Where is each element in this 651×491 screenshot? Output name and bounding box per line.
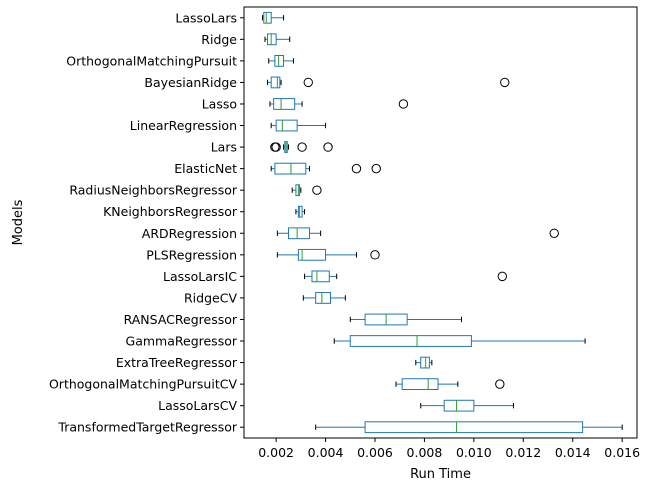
y-tick-label: GammaRegressor — [126, 334, 238, 349]
y-tick-label: ExtraTreeRegressor — [116, 355, 238, 370]
y-tick-label: RadiusNeighborsRegressor — [69, 183, 237, 198]
box-LassoLars — [262, 11, 285, 24]
box-RidgeCV — [302, 292, 346, 304]
y-tick-label: OrthogonalMatchingPursuitCV — [49, 377, 237, 392]
x-tick-label: 0.008 — [407, 445, 443, 460]
outlier-point — [351, 163, 362, 174]
outlier-point — [497, 271, 507, 282]
y-axis-title: Models — [11, 199, 26, 245]
y-tick-label: RidgeCV — [184, 290, 237, 305]
iqr-box — [311, 270, 330, 283]
outlier-point — [500, 77, 510, 88]
plot-layer — [262, 11, 623, 434]
iqr-box — [297, 248, 327, 261]
iqr-box — [266, 33, 277, 46]
y-tick-label: ARDRegression — [142, 226, 237, 241]
iqr-box — [273, 98, 296, 110]
box-RANSACRegressor — [349, 313, 463, 326]
x-tick-label: 0.006 — [357, 445, 393, 460]
iqr-box — [349, 335, 472, 347]
y-tick-label: OrthogonalMatchingPursuit — [66, 53, 237, 68]
box-GammaRegressor — [333, 335, 586, 347]
box-TransformedTargetRegressor — [315, 421, 623, 434]
y-tick-label: RANSACRegressor — [124, 312, 238, 327]
outlier-point — [398, 99, 409, 109]
box-LassoLarsCV — [420, 399, 514, 412]
iqr-box — [275, 119, 298, 132]
y-tick-label: BayesianRidge — [144, 75, 237, 90]
x-tick-label: 0.016 — [604, 445, 640, 460]
iqr-box — [274, 54, 285, 67]
x-tick-label: 0.012 — [505, 445, 541, 460]
outlier-point — [370, 250, 380, 260]
outlier-point — [371, 163, 381, 174]
y-tick-label: KNeighborsRegressor — [103, 204, 238, 219]
box-RadiusNeighborsRegressor — [291, 184, 322, 197]
box-OrthogonalMatchingPursuit — [268, 54, 294, 67]
y-tick-label: LinearRegression — [130, 118, 237, 133]
iqr-box — [364, 421, 584, 434]
x-tick-label: 0.004 — [308, 445, 344, 460]
outlier-point — [495, 379, 505, 389]
y-tick-label: TransformedTargetRegressor — [57, 420, 237, 435]
iqr-box — [270, 76, 281, 89]
y-tick-label: Lars — [211, 140, 237, 155]
iqr-box — [274, 162, 307, 175]
y-tick-label: LassoLarsIC — [163, 269, 237, 284]
iqr-box — [443, 399, 475, 412]
outlier-point — [297, 142, 307, 152]
outlier-point — [549, 228, 559, 238]
y-tick-label: Ridge — [201, 32, 237, 47]
box-ElasticNet — [270, 162, 381, 175]
x-tick-label: 0.010 — [456, 445, 492, 460]
box-ARDRegression — [276, 227, 559, 240]
iqr-box — [315, 292, 332, 304]
outlier-point — [323, 142, 333, 152]
box-LinearRegression — [270, 119, 327, 132]
box-KNeighborsRegressor — [295, 205, 306, 218]
y-tick-label: LassoLars — [175, 10, 237, 25]
y-tick-label: PLSRegression — [146, 247, 237, 262]
iqr-box — [420, 356, 430, 369]
iqr-box — [297, 205, 303, 218]
outlier-point — [303, 77, 313, 88]
box-Lasso — [269, 98, 409, 110]
box-ExtraTreeRegressor — [415, 356, 433, 369]
axis-layer: LassoLarsRidgeOrthogonalMatchingPursuitB… — [49, 10, 640, 460]
x-tick-label: 0.002 — [258, 445, 294, 460]
box-Ridge — [264, 33, 291, 46]
iqr-box — [401, 378, 439, 391]
box-Lars — [270, 141, 333, 153]
y-tick-label: LassoLarsCV — [158, 398, 237, 413]
iqr-box — [287, 227, 311, 240]
iqr-box — [263, 11, 272, 24]
outlier-point — [312, 185, 322, 195]
outlier-point — [271, 142, 281, 152]
y-tick-label: Lasso — [202, 96, 237, 111]
box-PLSRegression — [276, 248, 380, 261]
y-tick-label: ElasticNet — [174, 161, 237, 176]
iqr-box — [295, 184, 301, 197]
box-LassoLarsIC — [304, 270, 507, 283]
box-BayesianRidge — [266, 76, 510, 89]
plot-frame — [243, 6, 638, 439]
box-OrthogonalMatchingPursuitCV — [395, 378, 505, 391]
x-axis-title: Run Time — [410, 467, 471, 482]
x-tick-label: 0.014 — [555, 445, 591, 460]
